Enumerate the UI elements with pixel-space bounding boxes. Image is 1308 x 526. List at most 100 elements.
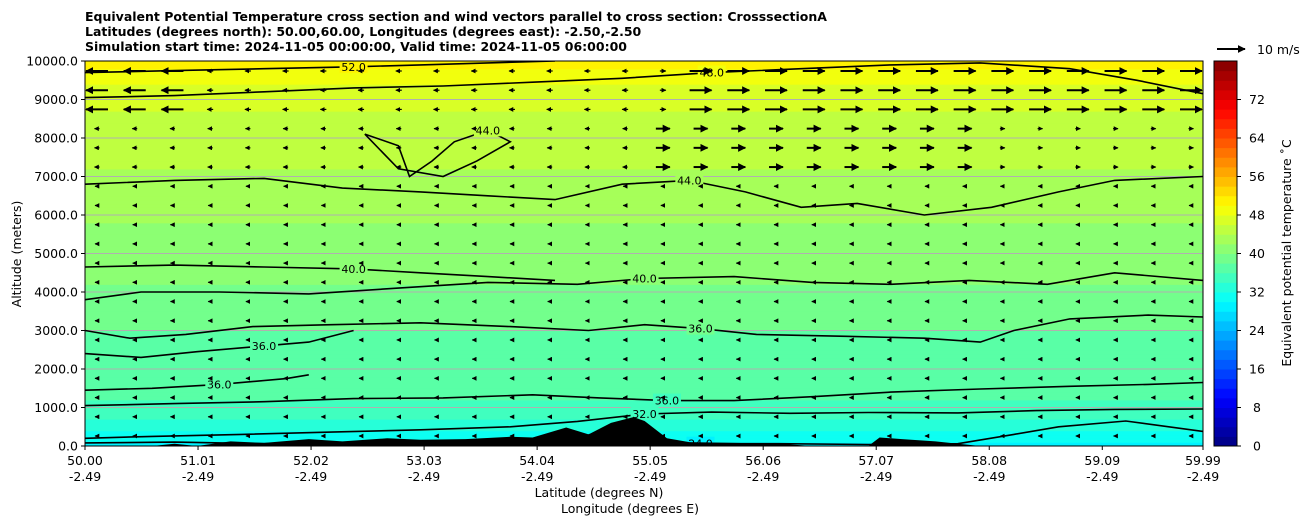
field-band (85, 261, 1203, 266)
field-band (85, 145, 1203, 151)
field-band (85, 403, 1203, 409)
contour-label-bg (339, 61, 368, 73)
colorbar-segment (1214, 340, 1237, 351)
x-tick-label-lon: -2.49 (747, 469, 779, 484)
field-band (85, 80, 1203, 85)
colorbar-label: Equivalent potential temperature ˚C (1279, 139, 1294, 367)
field-band (85, 114, 1203, 120)
field-band (85, 326, 1203, 332)
field-band (85, 164, 1203, 170)
field-band (85, 99, 1203, 104)
title-line-3: Simulation start time: 2024-11-05 00:00:… (85, 39, 627, 54)
field-band (85, 138, 1203, 143)
wind-key-label: 10 m/s (1257, 42, 1300, 57)
colorbar-segment (1214, 359, 1237, 370)
field-band (85, 392, 1203, 397)
colorbar: 0 8 16 24 32 40 48 56 64 72 (1214, 61, 1265, 454)
gridlines (85, 61, 1203, 446)
y-axis: 0.0 1000.0 2000.0 3000.0 4000.0 5000.0 6000.0 7… (26, 54, 85, 454)
x-tick-label-lat: 55.05 (632, 453, 668, 468)
x-tick-label-lon: -2.49 (408, 469, 440, 484)
x-tick-label-lon: -2.49 (860, 469, 892, 484)
colorbar-segment (1214, 282, 1237, 293)
x-tick-label-lon: -2.49 (69, 469, 101, 484)
field-band (85, 172, 1203, 178)
field-band (85, 207, 1203, 212)
x-tick-label-lat: 50.00 (67, 453, 103, 468)
y-tick-label: 9000.0 (34, 92, 78, 107)
field-band (85, 203, 1203, 208)
contour-label-bg (473, 123, 502, 137)
x-tick-label-lat: 57.07 (858, 453, 894, 468)
colorbar-segment (1214, 157, 1237, 168)
wind-key: 10 m/s (1217, 42, 1300, 57)
field-band (85, 288, 1203, 293)
colorbar-segment (1214, 205, 1237, 216)
field-band (85, 249, 1203, 255)
contour-label: 32.0 (632, 408, 657, 421)
field-band (85, 195, 1203, 201)
field-band (85, 268, 1203, 274)
field-band (85, 211, 1203, 216)
x-tick-label-lat: 58.08 (971, 453, 1007, 468)
contour-48 (85, 62, 1203, 99)
contour-label: 44.0 (677, 174, 702, 187)
x-axis: 50.00-2.4951.01-2.4952.02-2.4953.03-2.49… (67, 446, 1221, 484)
colorbar-segment (1214, 426, 1237, 437)
field-band (85, 64, 1203, 70)
field-band (85, 299, 1203, 305)
colorbar-segment (1214, 397, 1237, 408)
colorbar-segment (1214, 195, 1237, 206)
colorbar-segment (1214, 89, 1237, 100)
field-band (85, 303, 1203, 308)
y-tick-label: 2000.0 (34, 362, 78, 377)
colorbar-segment (1214, 243, 1237, 254)
field-band (85, 292, 1203, 297)
contour-label: 52.0 (341, 61, 366, 74)
field-band (85, 68, 1203, 74)
contour-label: 36.0 (252, 340, 277, 353)
colorbar-segment (1214, 215, 1237, 226)
field-band (85, 161, 1203, 166)
contour-label-bg (675, 173, 704, 187)
x-tick-label-lon: -2.49 (182, 469, 214, 484)
colorbar-segment (1214, 109, 1237, 120)
y-tick-label: 4000.0 (34, 285, 78, 300)
y-axis-label: Altitude (meters) (9, 201, 24, 308)
colorbar-segment (1214, 263, 1237, 274)
colorbar-segment (1214, 369, 1237, 380)
field-band (85, 388, 1203, 393)
terrain (85, 417, 1203, 446)
field-band (85, 134, 1203, 139)
field-band (85, 226, 1203, 231)
field-band (85, 218, 1203, 224)
field-band (85, 330, 1203, 335)
field-band (85, 365, 1203, 370)
field-band (85, 95, 1203, 101)
contour-label-bg (686, 321, 715, 335)
field-band (85, 311, 1203, 316)
field-band (85, 369, 1203, 374)
y-tick-label: 8000.0 (34, 131, 78, 146)
contour-36 (85, 314, 1203, 343)
colorbar-segment (1214, 186, 1237, 197)
field-band (85, 122, 1203, 128)
field-band (85, 72, 1203, 77)
colorbar-segment (1214, 234, 1237, 245)
colorbar-segment (1214, 118, 1237, 129)
field-band (85, 345, 1203, 351)
x-tick-label-lon: -2.49 (634, 469, 666, 484)
colorbar-segment (1214, 320, 1237, 331)
field-band (85, 234, 1203, 239)
colorbar-segment (1214, 147, 1237, 158)
contour-label-bg (250, 338, 279, 352)
colorbar-tick-label: 24 (1249, 323, 1265, 338)
wind-vectors (85, 67, 1203, 439)
field-band (85, 399, 1203, 405)
x-tick-label-lat: 54.04 (519, 453, 555, 468)
field-band (85, 245, 1203, 251)
colorbar-segment (1214, 349, 1237, 360)
y-tick-label: 6000.0 (34, 208, 78, 223)
colorbar-tick-label: 0 (1253, 439, 1261, 454)
title-line-1: Equivalent Potential Temperature cross s… (85, 9, 827, 24)
